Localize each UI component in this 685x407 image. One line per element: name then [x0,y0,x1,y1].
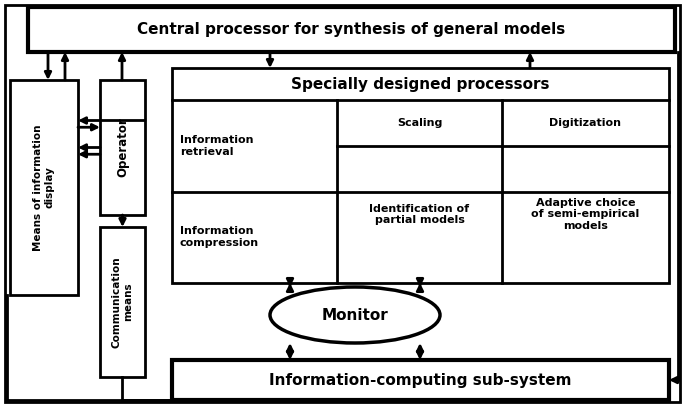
Text: Digitization: Digitization [549,118,621,128]
Bar [172,360,669,400]
Text: Information-computing sub-system: Information-computing sub-system [269,372,572,387]
Text: Information
retrieval: Information retrieval [180,135,253,157]
Text: Monitor: Monitor [322,308,388,322]
Text: Communication
means: Communication means [112,256,134,348]
Text: Central processor for synthesis of general models: Central processor for synthesis of gener… [138,22,566,37]
Text: Information
compression: Information compression [180,226,259,248]
Bar [172,68,669,283]
Text: Specially designed processors: Specially designed processors [291,77,550,92]
Text: Operator: Operator [116,118,129,177]
Text: Scaling: Scaling [397,118,443,128]
Bar [10,80,78,295]
Bar [100,80,145,215]
Bar [28,7,675,52]
Ellipse shape [270,287,440,343]
Text: Means of information
display: Means of information display [33,124,55,251]
Text: Identification of
partial models: Identification of partial models [369,204,469,225]
Bar [100,227,145,377]
Text: Adaptive choice
of semi-empirical
models: Adaptive choice of semi-empirical models [532,198,640,231]
